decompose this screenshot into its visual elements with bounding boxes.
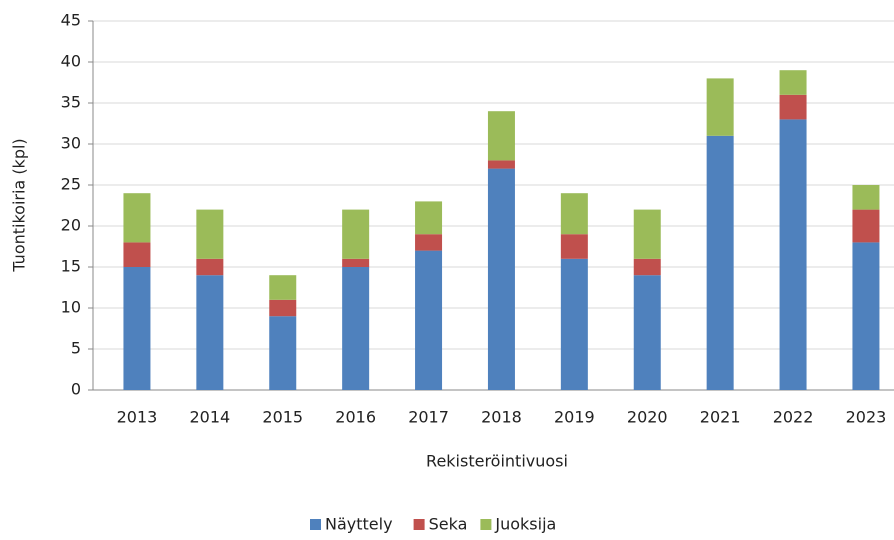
bar-segment — [123, 242, 151, 267]
x-tick-label: 2019 — [554, 408, 595, 427]
bar-segment — [852, 242, 880, 390]
bar-segment — [269, 316, 297, 390]
y-axis-label: Tuontikoiria (kpl) — [10, 138, 29, 272]
bar-segment — [196, 258, 224, 276]
bar-segment — [342, 267, 370, 390]
bar-segment — [342, 258, 370, 267]
x-tick-label: 2017 — [408, 408, 449, 427]
x-tick-label: 2018 — [481, 408, 522, 427]
y-tick-label: 25 — [61, 175, 81, 194]
bar-segment — [415, 234, 443, 251]
y-tick-label: 45 — [61, 11, 81, 30]
bar-segment — [706, 135, 734, 390]
bar-segment — [852, 209, 880, 243]
bar-segment — [633, 275, 661, 390]
bar-segment — [196, 275, 224, 390]
y-tick-label: 40 — [61, 52, 81, 71]
legend-swatch — [480, 519, 492, 530]
bar-segment — [633, 209, 661, 259]
x-tick-label: 2022 — [773, 408, 814, 427]
bar-segment — [487, 168, 515, 390]
legend-label: Juoksija — [494, 515, 556, 534]
bar-segment — [415, 201, 443, 235]
legend-label: Seka — [429, 515, 468, 534]
legend-swatch — [413, 519, 425, 530]
bar-segment — [487, 111, 515, 161]
bar-segment — [196, 209, 224, 259]
x-tick-label: 2015 — [262, 408, 303, 427]
bar-segment — [779, 70, 807, 95]
x-tick-label: 2013 — [117, 408, 158, 427]
x-tick-label: 2016 — [335, 408, 376, 427]
y-tick-label: 10 — [61, 298, 81, 317]
bar-segment — [342, 209, 370, 259]
legend-label: Näyttely — [325, 515, 393, 534]
bar-segment — [123, 193, 151, 243]
bar-segment — [487, 160, 515, 169]
bar-segment — [269, 275, 297, 300]
x-tick-label: 2021 — [700, 408, 741, 427]
bar-segment — [560, 234, 588, 259]
y-tick-label: 0 — [71, 380, 81, 399]
x-tick-label: 2014 — [189, 408, 230, 427]
bar-segment — [779, 94, 807, 120]
x-axis-label: Rekisteröintivuosi — [426, 452, 568, 471]
y-tick-label: 15 — [61, 257, 81, 276]
bar-segment — [123, 267, 151, 390]
y-tick-label: 35 — [61, 93, 81, 112]
bar-segment — [633, 258, 661, 276]
bar-segment — [560, 258, 588, 390]
bar-segment — [560, 193, 588, 235]
bar-segment — [269, 299, 297, 317]
y-tick-label: 20 — [61, 216, 81, 235]
x-tick-label: 2023 — [846, 408, 887, 427]
bar-segment — [706, 78, 734, 136]
y-tick-label: 30 — [61, 134, 81, 153]
x-tick-label: 2020 — [627, 408, 668, 427]
legend-swatch — [310, 519, 321, 530]
bar-segment — [779, 119, 807, 391]
y-tick-label: 5 — [71, 339, 81, 358]
bar-segment — [415, 250, 443, 390]
bar-segment — [852, 185, 880, 210]
